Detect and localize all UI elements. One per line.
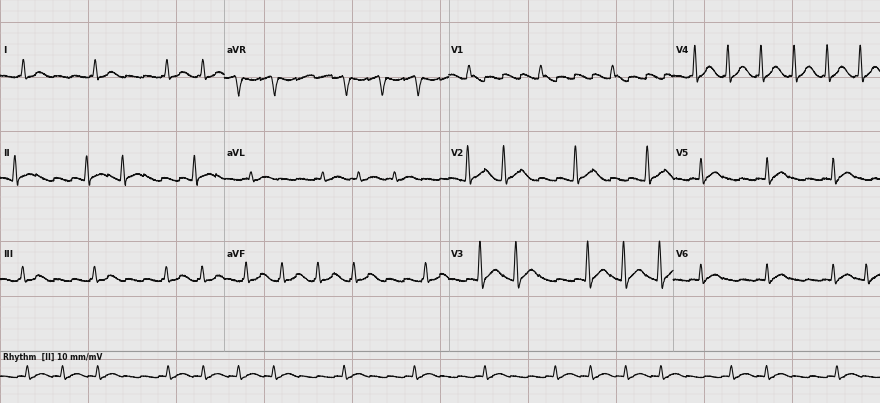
- Text: aVF: aVF: [227, 250, 246, 259]
- Text: V6: V6: [676, 250, 689, 259]
- Text: I: I: [3, 46, 6, 55]
- Text: V1: V1: [451, 46, 465, 55]
- Text: V5: V5: [676, 149, 689, 158]
- Text: Rhythm  [II] 10 mm/mV: Rhythm [II] 10 mm/mV: [3, 353, 102, 361]
- Text: V4: V4: [676, 46, 689, 55]
- Text: V3: V3: [451, 250, 465, 259]
- Text: II: II: [3, 149, 10, 158]
- Text: aVL: aVL: [227, 149, 246, 158]
- Text: V2: V2: [451, 149, 465, 158]
- Text: III: III: [3, 250, 13, 259]
- Text: aVR: aVR: [227, 46, 247, 55]
